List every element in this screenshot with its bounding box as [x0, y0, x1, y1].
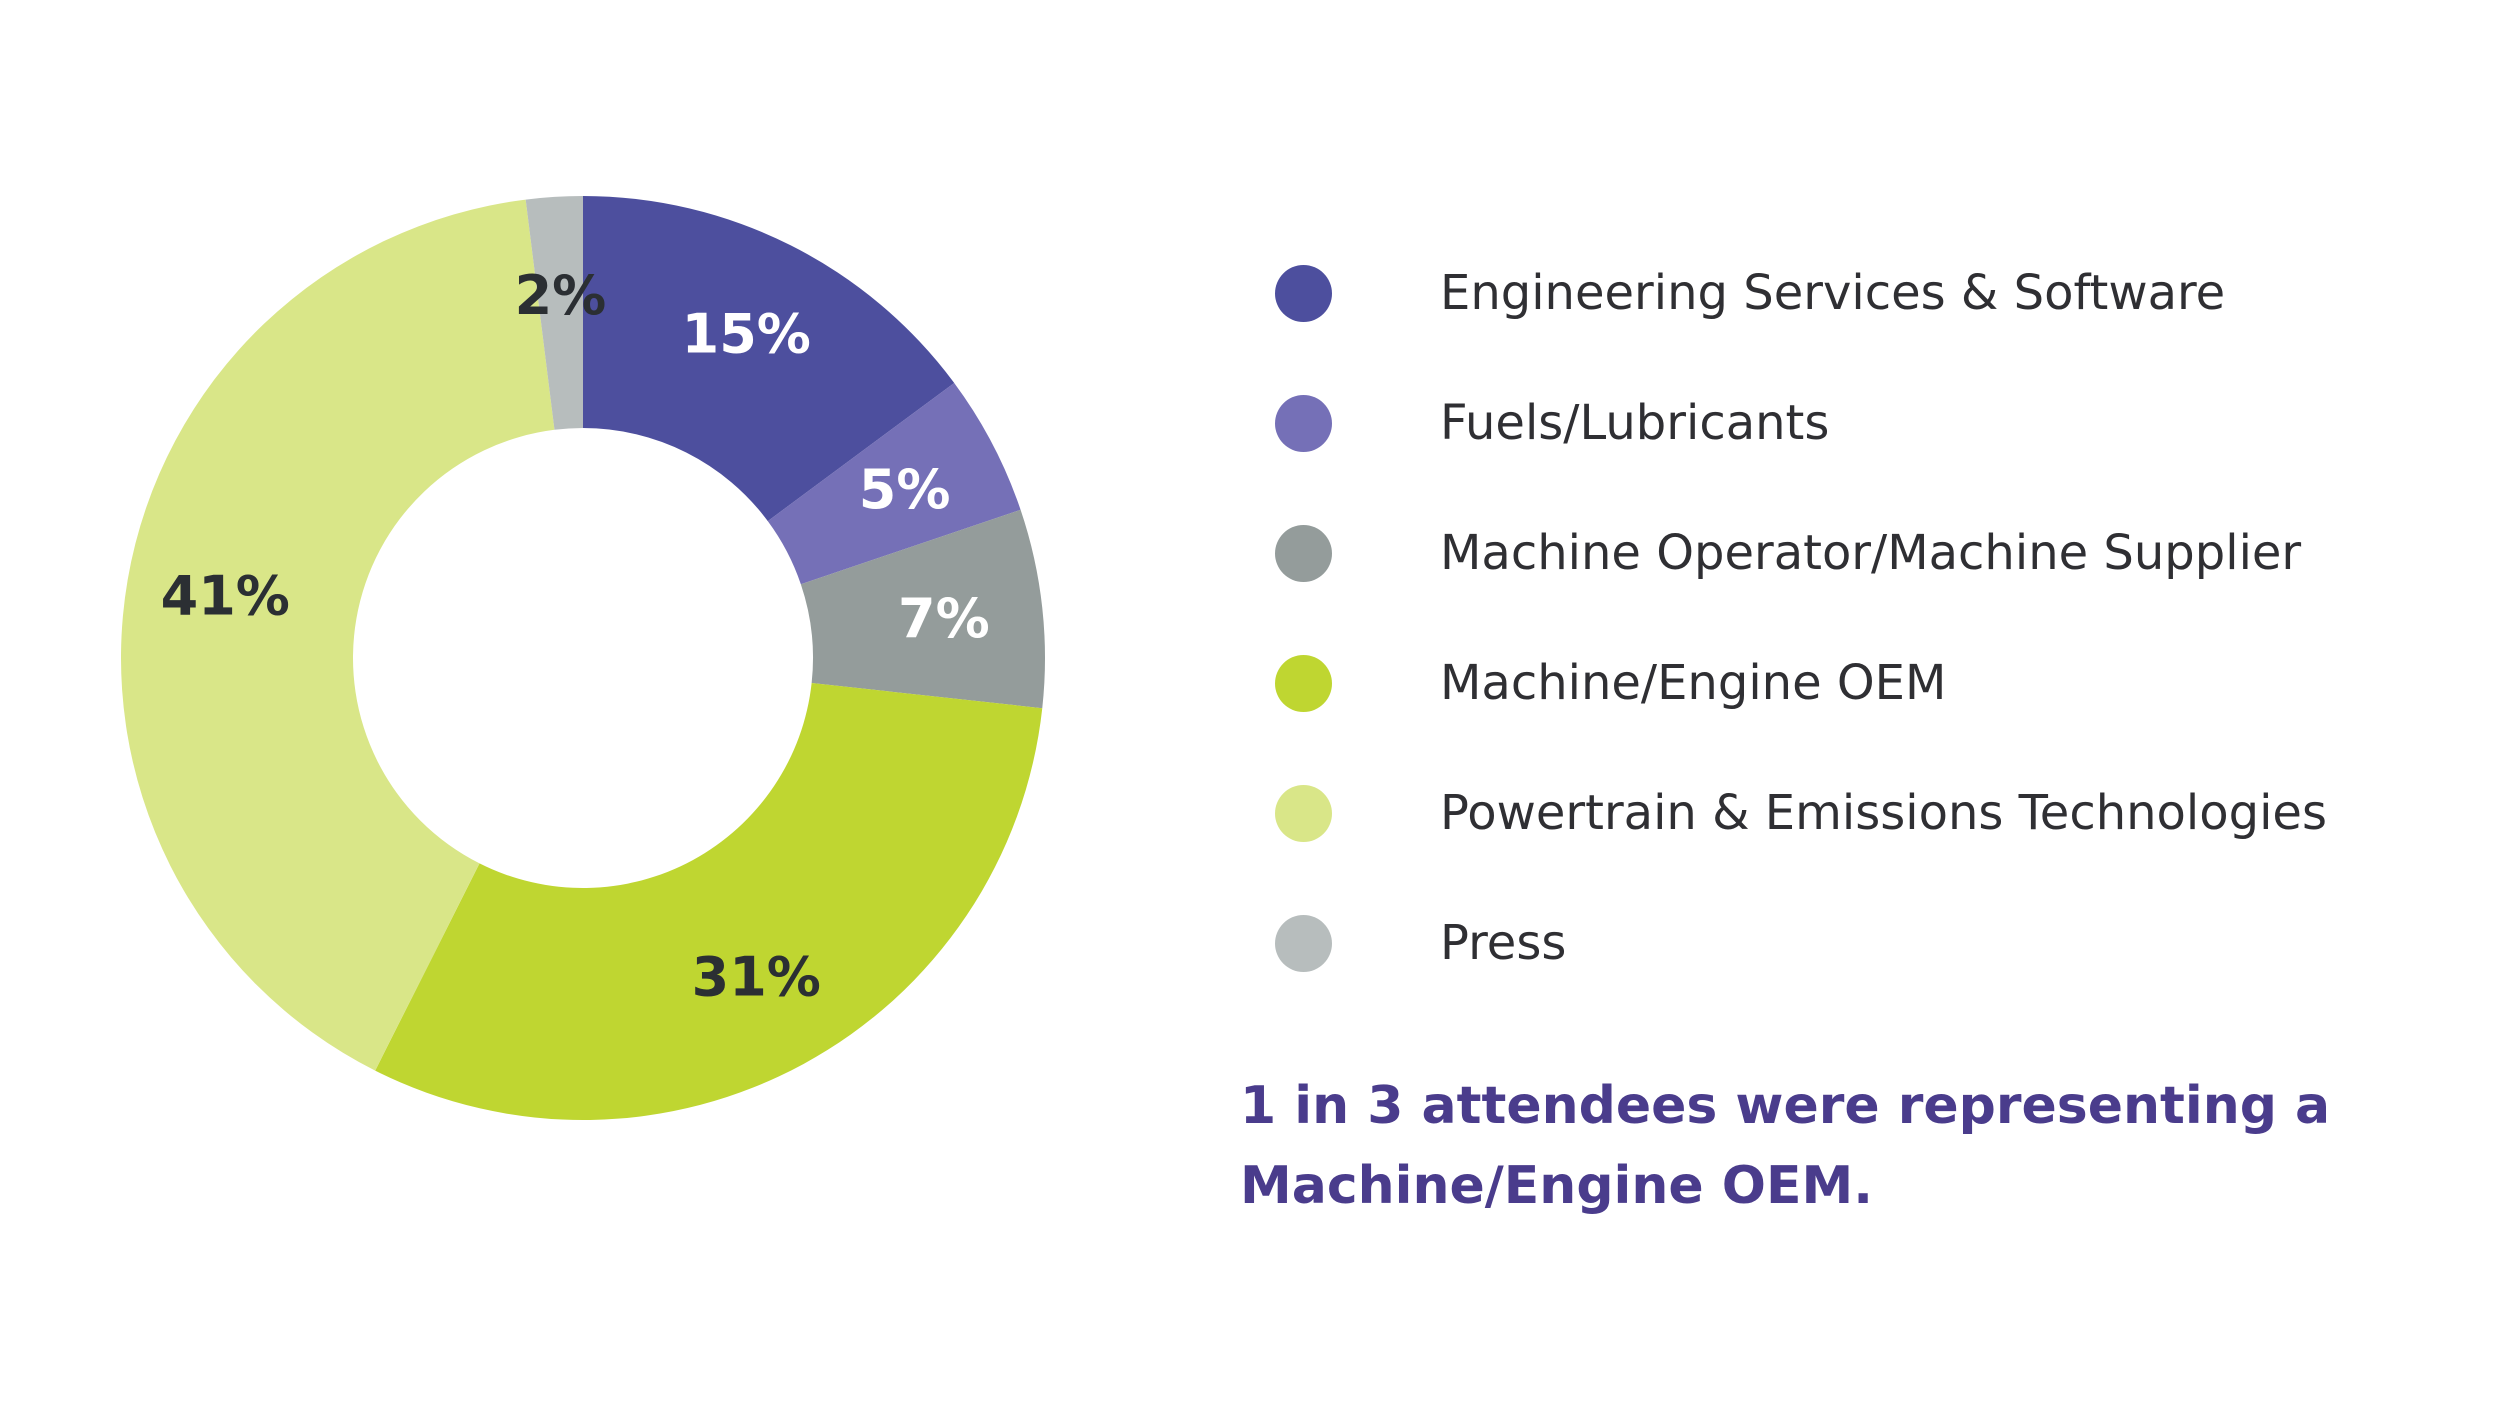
- donut-slice-machine-engine-oem: [375, 682, 1043, 1120]
- legend-item-machine-engine-oem: Machine/Engine OEM: [1275, 652, 2327, 782]
- data-label-machine-engine-oem: 31%: [692, 945, 821, 1008]
- data-label-press: 2%: [515, 264, 607, 327]
- legend-item-engineering-services-software: Engineering Services & Software: [1275, 262, 2327, 392]
- donut-data-labels: 15% 5% 7% 31% 41% 2%: [161, 264, 990, 1008]
- chart-legend: Engineering Services & Software Fuels/Lub…: [1275, 262, 2327, 1042]
- legend-label: Engineering Services & Software: [1440, 265, 2226, 321]
- legend-swatch: [1275, 395, 1332, 452]
- legend-label: Machine/Engine OEM: [1440, 655, 1947, 711]
- donut-slice-fuels-lubricants: [767, 382, 1021, 585]
- legend-item-fuels-lubricants: Fuels/Lubricants: [1275, 392, 2327, 522]
- legend-item-powertrain-emissions-technologies: Powertrain & Emissions Technologies: [1275, 782, 2327, 912]
- legend-label: Press: [1440, 915, 1567, 971]
- legend-swatch: [1275, 785, 1332, 842]
- legend-swatch: [1275, 655, 1332, 712]
- donut-slice-press: [525, 196, 583, 430]
- legend-label: Machine Operator/Machine Supplier: [1440, 525, 2302, 581]
- data-label-machine-operator-machine-supplier: 7%: [898, 587, 990, 650]
- donut-slices: [120, 196, 1046, 1120]
- legend-label: Fuels/Lubricants: [1440, 395, 1830, 451]
- legend-item-press: Press: [1275, 912, 2327, 1042]
- donut-slice-machine-operator-machine-supplier: [800, 509, 1046, 709]
- donut-slice-powertrain-emissions-technologies: [120, 199, 555, 1071]
- legend-label: Powertrain & Emissions Technologies: [1440, 785, 2327, 841]
- donut-slice-engineering-services-software: [583, 196, 955, 522]
- callout-text: 1 in 3 attendees were representing a Mac…: [1240, 1076, 2331, 1216]
- data-label-fuels-lubricants: 5%: [859, 458, 951, 521]
- data-label-engineering-services-software: 15%: [682, 302, 811, 365]
- legend-swatch: [1275, 525, 1332, 582]
- legend-item-machine-operator-machine-supplier: Machine Operator/Machine Supplier: [1275, 522, 2327, 652]
- legend-swatch: [1275, 915, 1332, 972]
- data-label-powertrain-emissions-technologies: 41%: [161, 565, 290, 628]
- legend-swatch: [1275, 265, 1332, 322]
